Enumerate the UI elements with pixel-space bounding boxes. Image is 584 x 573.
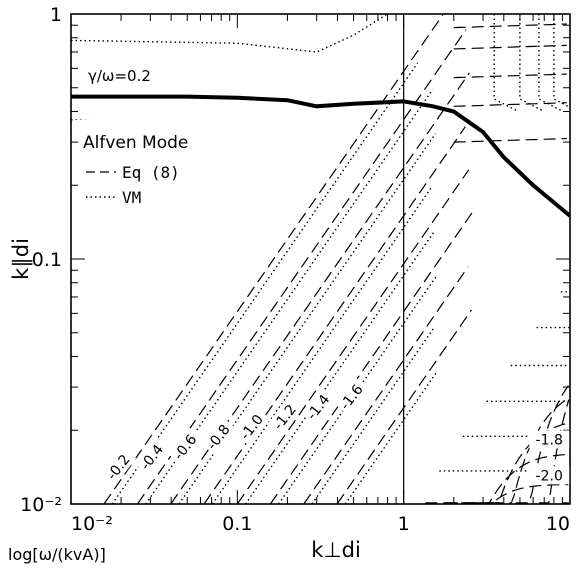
contour-dotted-line (538, 14, 564, 113)
y-axis-title: k∥di (9, 238, 33, 280)
contour-label-background (267, 397, 303, 436)
contour-dashed-line (170, 72, 470, 504)
contour-label-background (334, 377, 370, 416)
contour-dashed-line (303, 266, 469, 504)
threshold-label: γ/ω=0.2 (88, 67, 151, 85)
contour-label-background (300, 387, 337, 426)
contour-dashed-line (539, 399, 570, 504)
contour-label-background (529, 430, 570, 449)
contour-dashed-line (453, 23, 567, 29)
legend-entry-label: Eq (8) (122, 163, 180, 182)
contour-dashed-line (445, 453, 570, 504)
contour-label-background (234, 407, 270, 446)
contour-dotted-line (519, 14, 545, 113)
contour-dotted-line (178, 133, 437, 504)
contour-label-background (201, 417, 237, 456)
contour-dotted-line (311, 327, 435, 504)
y-tick-label: 0.1 (32, 249, 62, 271)
x-tick-label: 10 (546, 513, 570, 535)
x-axis-title: k⊥di (311, 538, 361, 562)
legend-entry-label: VM (122, 188, 141, 207)
contour-label-background (134, 437, 170, 476)
contour-dashed-line (453, 73, 567, 79)
contour-dotted-line (493, 14, 519, 113)
plot-frame (70, 13, 571, 505)
contour-quantity-label: log[ω/(kvA)] (8, 545, 106, 564)
contour-label-background (529, 466, 570, 485)
contour-dashed-line (453, 102, 567, 107)
contour-dotted-line (244, 230, 436, 504)
y-tick-label: 10⁻² (20, 494, 62, 516)
contour-dashed-line (468, 422, 569, 504)
contour-label-background (167, 427, 204, 466)
y-tick-label: 1 (50, 4, 62, 26)
contour-level-label: -2.0 (536, 468, 563, 484)
contour-label-background (101, 447, 137, 486)
x-tick-label: 0.1 (222, 513, 252, 535)
contour-dashed-line (336, 309, 472, 504)
x-tick-label: 1 (398, 513, 410, 535)
contour-dashed-line (425, 484, 569, 504)
legend-title: Alfven Mode (83, 133, 188, 153)
contour-dashed-line (453, 137, 567, 143)
contour-dashed-line (137, 29, 467, 504)
contour-dashed-line (453, 44, 567, 50)
contour-dashed-line (236, 169, 470, 504)
contour-dotted-line (553, 14, 570, 109)
contour-dashed-line (269, 212, 473, 504)
contour-level-label: -1.8 (536, 432, 563, 448)
threshold-curve (71, 94, 570, 218)
contour-dotted-line (211, 186, 433, 504)
x-tick-label: 10⁻² (71, 513, 113, 535)
contour-dotted-line (145, 89, 434, 504)
